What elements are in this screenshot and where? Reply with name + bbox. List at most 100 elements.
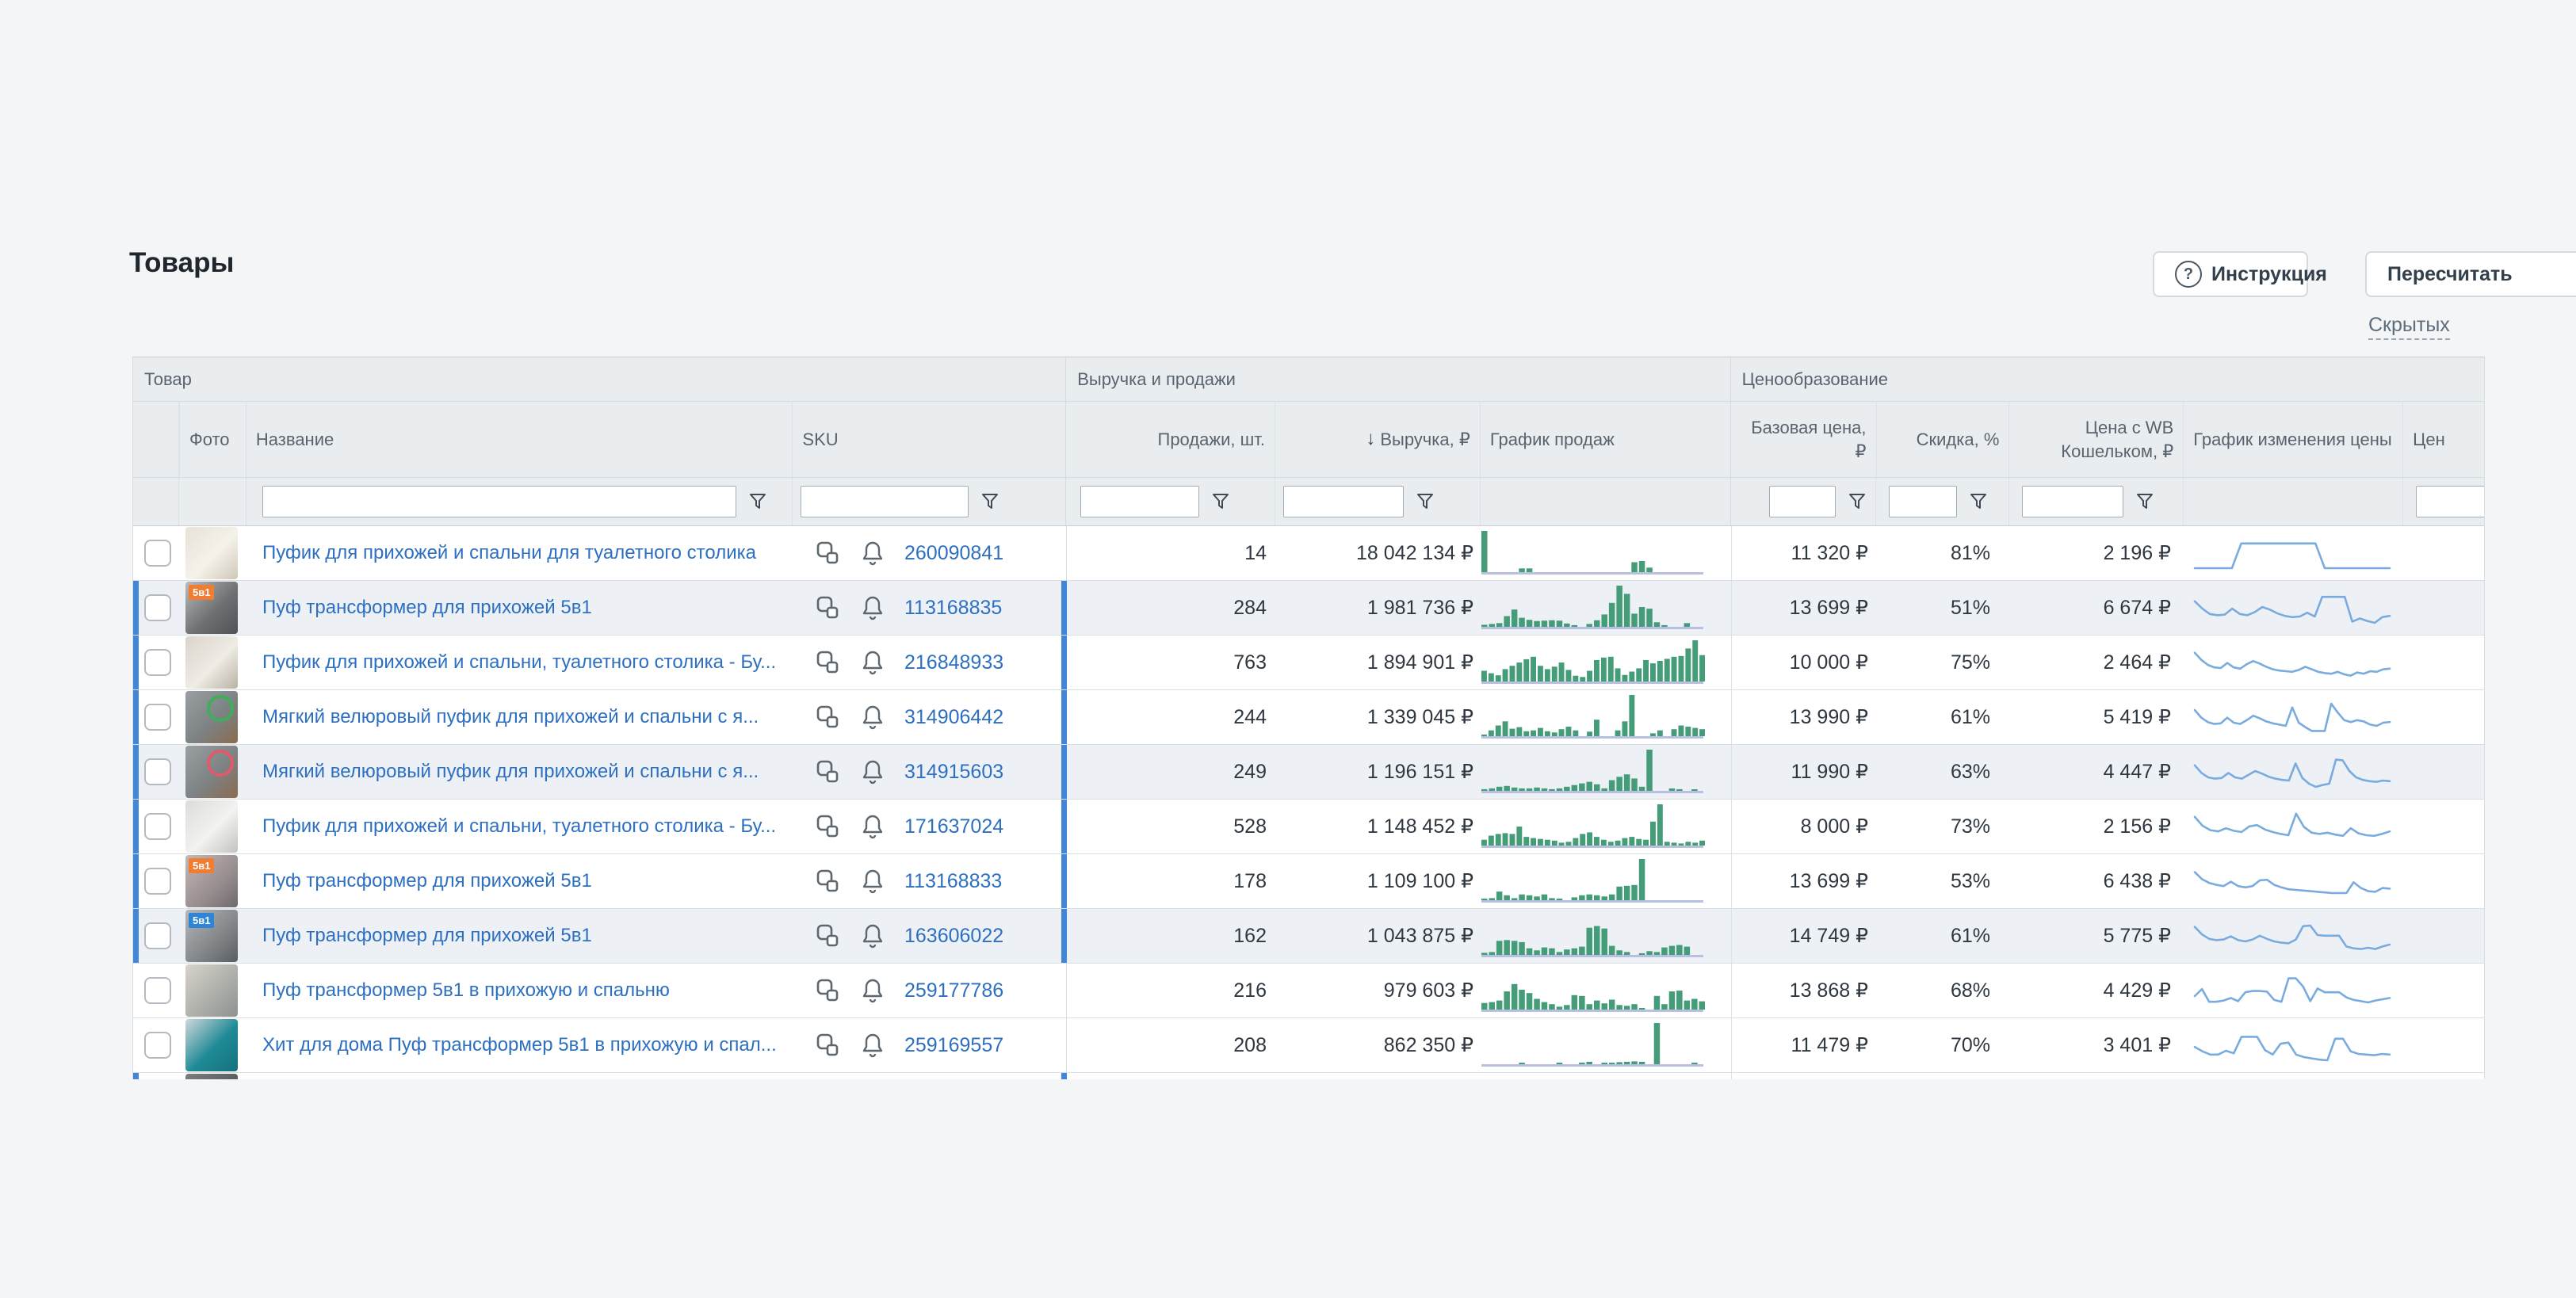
product-photo[interactable] (185, 1074, 238, 1079)
wb-price-filter-funnel-icon[interactable] (2135, 491, 2155, 512)
product-photo[interactable]: 5в1 (185, 582, 238, 634)
sku-link[interactable]: 314915603 (904, 761, 1003, 784)
product-photo[interactable]: 5в1 (185, 855, 238, 907)
sales-cell: 216 (1067, 964, 1276, 1017)
row-checkbox[interactable] (144, 977, 171, 1004)
col-name[interactable]: Название (247, 402, 793, 477)
product-photo[interactable]: 5в1 (185, 910, 238, 962)
name-cell: Хит для дома Пуф трансформер 5в1 в прихо… (247, 1018, 793, 1072)
truncated-cell (2405, 636, 2485, 689)
row-checkbox[interactable] (144, 813, 171, 840)
bell-icon[interactable] (860, 649, 885, 676)
sku-link[interactable]: 259169557 (904, 1034, 1003, 1057)
sku-link[interactable]: 171637024 (904, 815, 1003, 838)
copy-icon[interactable] (814, 1032, 841, 1059)
price-chart-cell (2185, 1073, 2405, 1079)
sku-link[interactable]: 163606022 (904, 925, 1003, 948)
col-revenue[interactable]: ↓ Выручка, ₽ (1275, 402, 1481, 477)
product-name-link[interactable]: Пуфик для прихожей и спальни, туалетного… (262, 651, 776, 674)
discount-filter-funnel-icon[interactable] (1968, 491, 1989, 512)
row-checkbox[interactable] (144, 1032, 171, 1059)
bell-icon[interactable] (860, 540, 885, 567)
row-checkbox[interactable] (144, 649, 171, 676)
sku-link[interactable]: 216848933 (904, 651, 1003, 674)
row-checkbox[interactable] (144, 758, 171, 785)
col-discount[interactable]: Скидка, % (1877, 402, 2010, 477)
product-photo[interactable] (185, 636, 238, 689)
copy-icon[interactable] (814, 868, 841, 895)
name-cell: Мягкий велюровый пуфик для прихожей и сп… (247, 745, 793, 799)
name-filter-input[interactable] (262, 486, 736, 517)
product-name-link[interactable]: Хит для дома Пуф трансформер 5в1 в прихо… (262, 1034, 777, 1056)
product-name-link[interactable]: Мягкий велюровый пуфик для прихожей и сп… (262, 761, 759, 783)
copy-icon[interactable] (814, 540, 841, 567)
sku-link[interactable]: 259177786 (904, 979, 1003, 1002)
base-price-filter-input[interactable] (1769, 486, 1836, 517)
product-name-link[interactable]: Пуфик для прихожей и спальни, туалетного… (262, 815, 776, 838)
row-checkbox[interactable] (144, 540, 171, 567)
copy-icon[interactable] (814, 594, 841, 621)
product-photo[interactable] (185, 964, 238, 1017)
revenue-filter-input[interactable] (1283, 486, 1404, 517)
col-truncated[interactable]: Цен (2403, 402, 2484, 477)
sku-link[interactable]: 113168835 (904, 597, 1002, 620)
product-name-link[interactable]: Мягкий велюровый пуфик для прихожей и сп… (262, 706, 759, 728)
bell-icon[interactable] (860, 868, 885, 895)
bell-icon[interactable] (860, 1032, 885, 1059)
discount-filter-input[interactable] (1889, 486, 1957, 517)
sales-filter-input[interactable] (1080, 486, 1199, 517)
sku-link[interactable]: 314906442 (904, 706, 1003, 729)
col-sales[interactable]: Продажи, шт. (1066, 402, 1275, 477)
copy-icon[interactable] (814, 649, 841, 676)
copy-icon[interactable] (814, 922, 841, 949)
sku-link[interactable]: 113168833 (904, 870, 1002, 893)
product-photo[interactable] (185, 746, 238, 798)
copy-icon[interactable] (814, 704, 841, 731)
product-photo[interactable] (185, 1019, 238, 1071)
bell-icon[interactable] (860, 594, 885, 621)
recalculate-button[interactable]: Пересчитать (2365, 251, 2576, 297)
sku-cell: 259177786 (793, 964, 1067, 1017)
instruction-button[interactable]: ? Инструкция (2153, 251, 2308, 297)
sales-bar-chart (1481, 968, 1707, 1014)
name-cell: Мягкий велюровый пуфик для прихожей и сп… (247, 690, 793, 744)
product-photo[interactable] (185, 800, 238, 853)
filter-discount-cell (1876, 478, 2009, 525)
product-name-link[interactable]: Пуфик для прихожей и спальни для туалетн… (262, 542, 756, 564)
wb-price-cell: 3 401 ₽ (2011, 1018, 2185, 1072)
revenue-filter-funnel-icon[interactable] (1415, 491, 1435, 512)
col-sku[interactable]: SKU (793, 402, 1066, 477)
wb-price-filter-input[interactable] (2022, 486, 2123, 517)
col-wb-price[interactable]: Цена с WB Кошельком, ₽ (2009, 402, 2184, 477)
bell-icon[interactable] (860, 922, 885, 949)
truncated-filter-input[interactable] (2416, 486, 2485, 517)
bell-icon[interactable] (860, 813, 885, 840)
sales-filter-funnel-icon[interactable] (1210, 491, 1231, 512)
row-checkbox[interactable] (144, 704, 171, 731)
copy-icon[interactable] (814, 977, 841, 1004)
sku-link[interactable]: 260090841 (904, 542, 1003, 565)
product-name-link[interactable]: Пуф трансформер для прихожей 5в1 (262, 870, 592, 892)
base-price-filter-funnel-icon[interactable] (1847, 491, 1867, 512)
row-checkbox[interactable] (144, 594, 171, 621)
sku-filter-input[interactable] (801, 486, 969, 517)
bell-icon[interactable] (860, 977, 885, 1004)
sku-cell: 163606022 (793, 909, 1067, 963)
product-photo[interactable] (185, 527, 238, 579)
col-sales-chart: График продаж (1481, 402, 1731, 477)
row-checkbox[interactable] (144, 868, 171, 895)
product-name-link[interactable]: Пуф трансформер для прихожей 5в1 (262, 597, 592, 619)
filter-revenue-cell (1275, 478, 1481, 525)
col-base-price[interactable]: Базовая цена, ₽ (1731, 402, 1877, 477)
row-checkbox[interactable] (144, 922, 171, 949)
copy-icon[interactable] (814, 758, 841, 785)
product-name-link[interactable]: Пуф трансформер 5в1 в прихожую и спальню (262, 979, 670, 1002)
copy-icon[interactable] (814, 813, 841, 840)
hidden-items-link[interactable]: Скрытых (2368, 314, 2450, 340)
sku-filter-funnel-icon[interactable] (980, 491, 1000, 512)
bell-icon[interactable] (860, 704, 885, 731)
product-photo[interactable] (185, 691, 238, 743)
bell-icon[interactable] (860, 758, 885, 785)
name-filter-funnel-icon[interactable] (747, 491, 768, 512)
product-name-link[interactable]: Пуф трансформер для прихожей 5в1 (262, 925, 592, 947)
